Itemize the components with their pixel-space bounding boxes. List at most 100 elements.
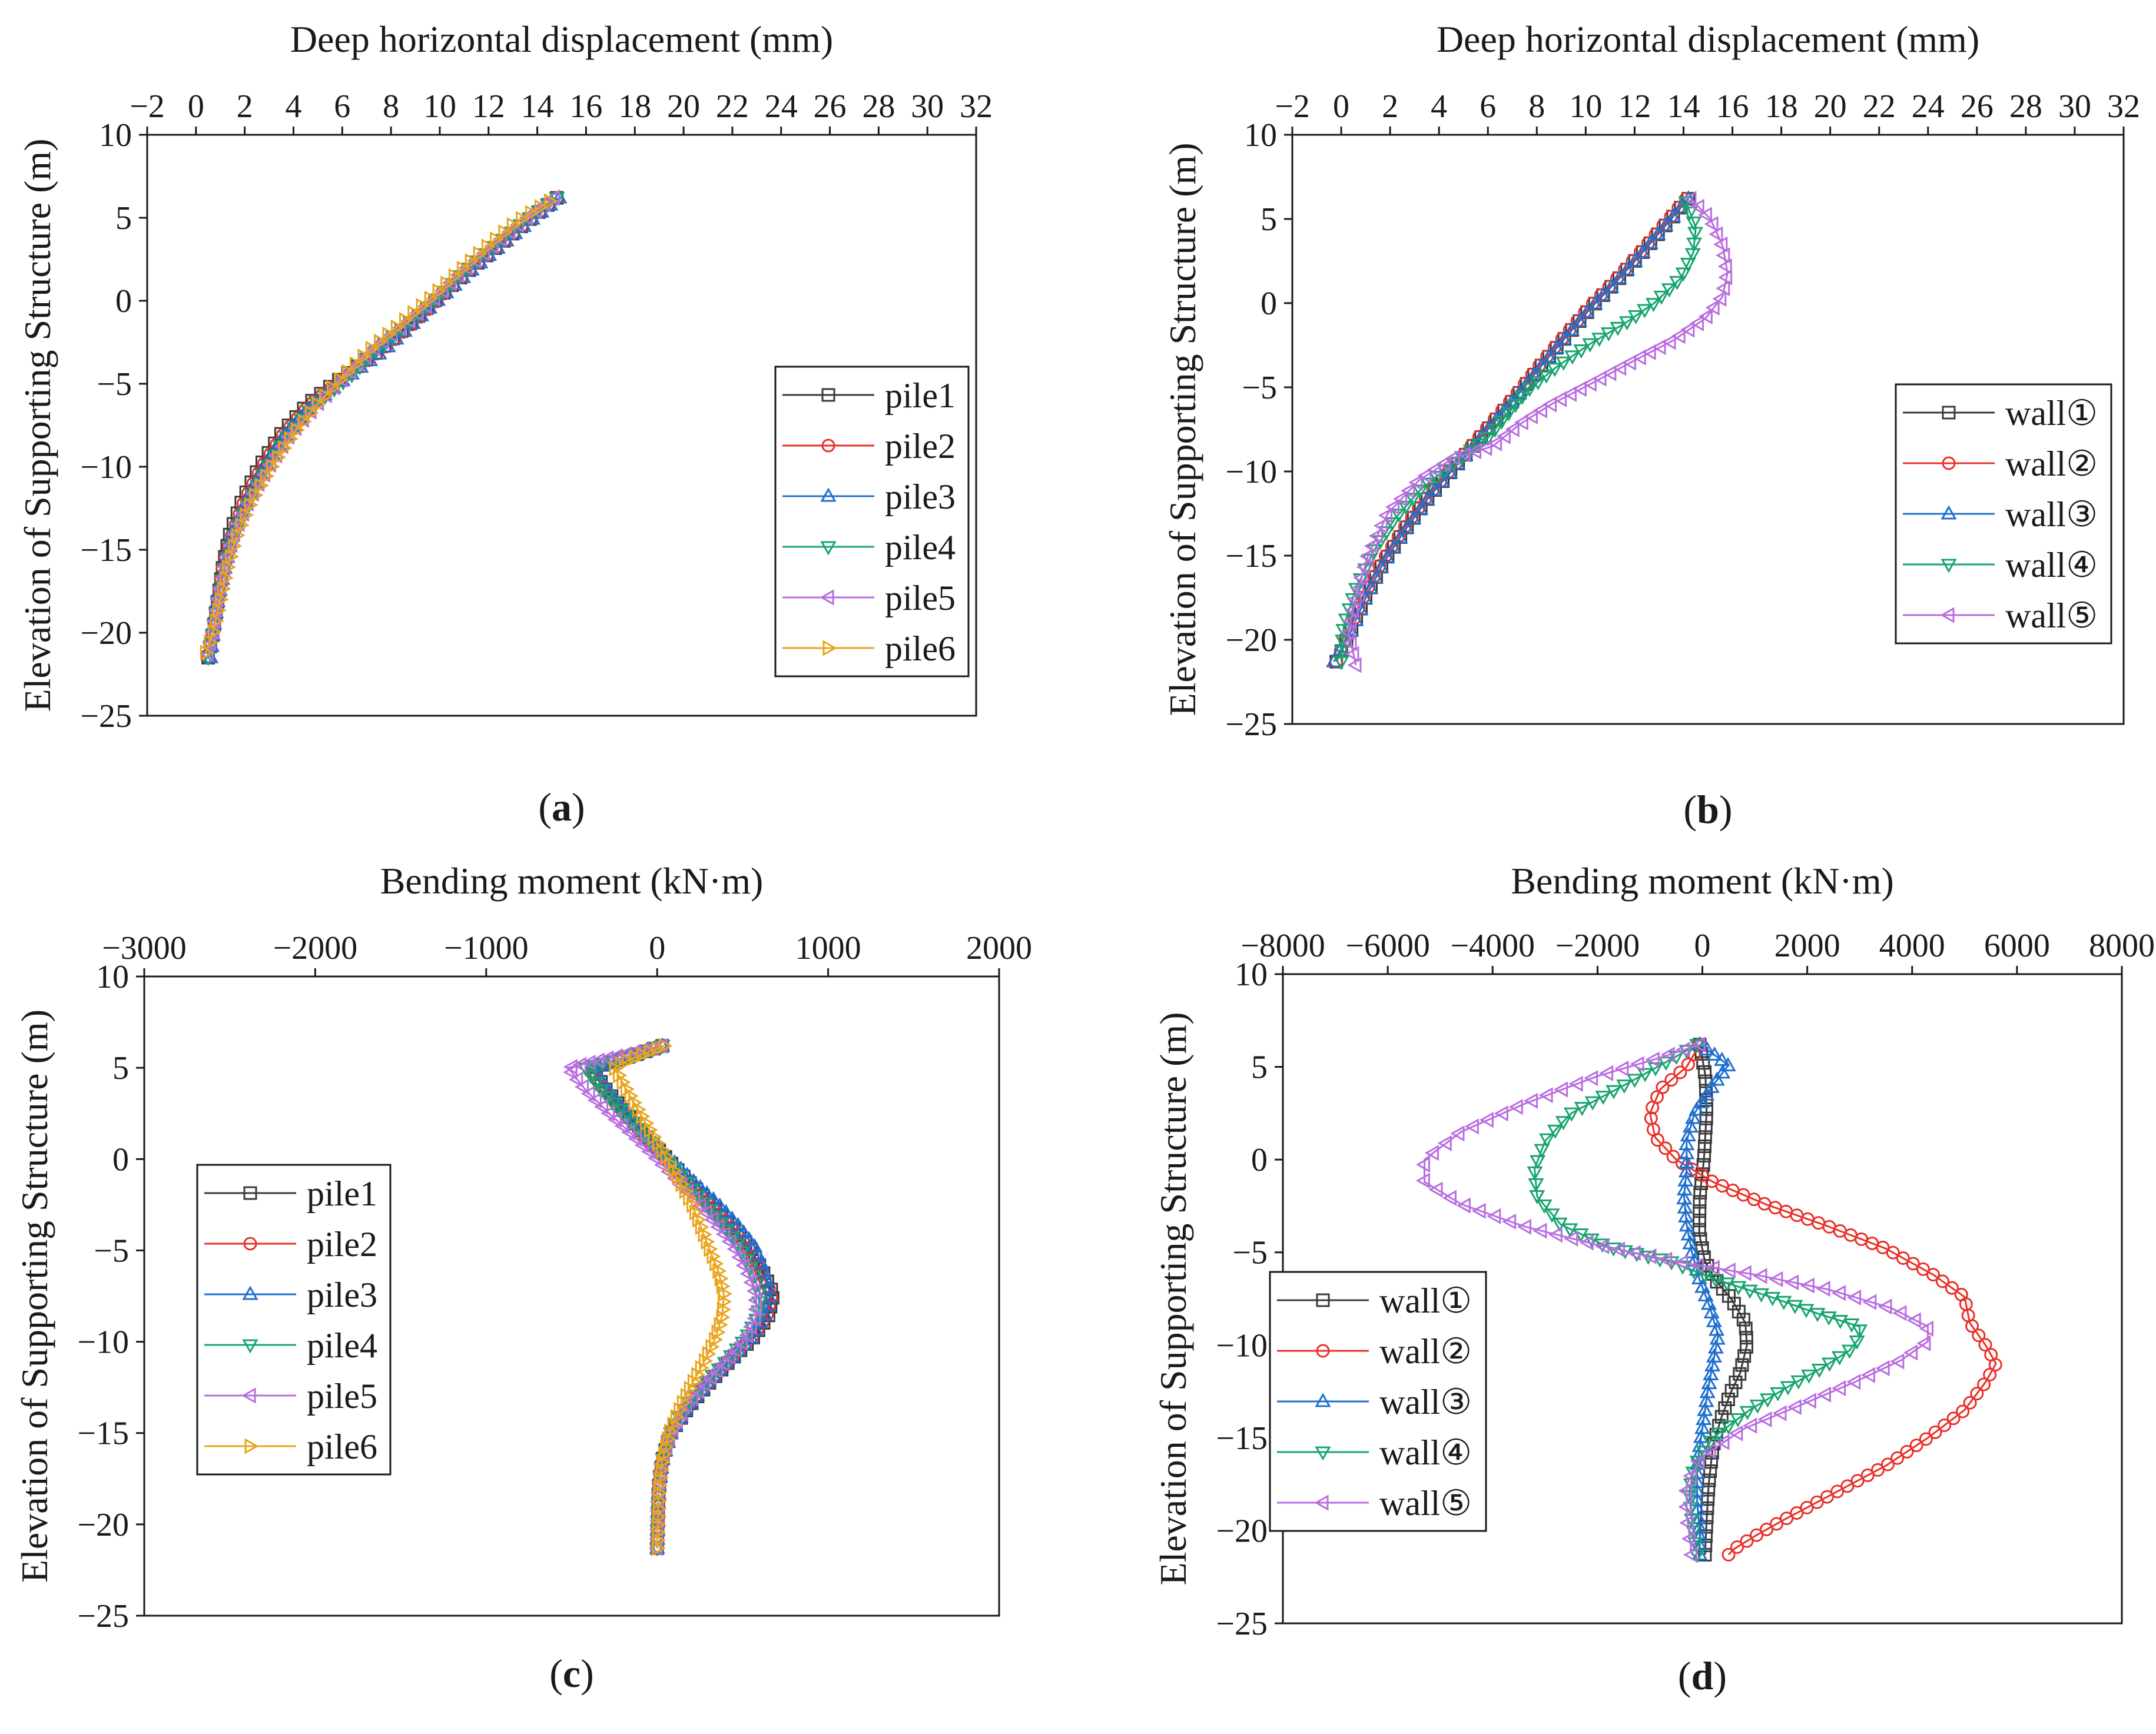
data-point [664,1423,679,1440]
x-tick-label: −8000 [1240,928,1325,964]
data-point [1681,1530,1696,1547]
y-axis-title: Elevation of Supporting Structure (m) [1162,142,1203,716]
data-point [1684,248,1701,263]
data-point [1603,278,1620,293]
data-point [1415,1157,1430,1173]
data-point [691,1367,706,1383]
data-point [1673,1065,1687,1079]
data-point [1357,590,1374,604]
series-line [1340,201,1697,662]
data-point [1707,1273,1724,1288]
data-point [1405,510,1422,524]
data-point [1436,456,1451,472]
legend: pile1 pile2 pile3 pile4 pile5 pile6 [774,366,970,677]
data-point [506,217,521,234]
data-point [648,1128,662,1145]
plot-area: −2 0 2 4 6 8 10 12 14 16 18 20 22 24 26 28 30 321050−5−10… [1225,88,2140,743]
data-point [1703,1078,1720,1093]
data-point [416,298,430,314]
data-point [1753,1288,1770,1303]
data-point [652,1524,666,1541]
data-point [1578,304,1596,318]
data-point [1713,236,1728,253]
data-point [1368,569,1384,584]
legend-marker [243,1186,257,1200]
data-point [1681,206,1698,221]
panel-label-letter: d [1691,1653,1714,1698]
data-point [1679,1136,1695,1151]
data-point [1611,270,1627,284]
data-point [674,1401,688,1418]
data-point [1757,1411,1772,1428]
data-point [210,613,224,629]
data-point [1657,217,1674,231]
x-tick-label: 2 [1382,88,1398,125]
legend-marker [820,589,834,606]
x-tick-label: 2 [237,88,253,125]
x-tick-label: 10 [1569,88,1602,125]
data-point [1705,1260,1720,1276]
x-tick-label: 24 [765,88,798,125]
data-point [1536,1199,1553,1214]
data-point [1534,1144,1550,1158]
data-point [1683,1546,1698,1563]
data-point [1699,1086,1715,1101]
data-point [1427,481,1443,496]
data-point [1697,1140,1711,1154]
data-point [1456,1197,1471,1214]
panel-label-open: ( [538,785,552,829]
legend-box [196,1164,392,1476]
data-point [1347,657,1362,673]
legend-entry: wall③ [1277,1383,1472,1421]
legend-entry: wall⑤ [1903,596,2098,635]
data-point [1903,1344,1918,1361]
data-point [1564,1230,1578,1247]
data-point [1727,1297,1741,1311]
data-point [656,1142,671,1158]
data-point [692,1197,706,1214]
x-tick-label: 4 [285,88,301,125]
data-point [209,591,224,607]
data-point [1729,1376,1743,1390]
x-tick-label: 1000 [795,930,861,966]
x-tick-label: 6 [334,88,350,125]
data-point [1739,1321,1753,1336]
data-point [1678,1499,1693,1515]
x-tick-label: 16 [1716,88,1749,125]
panel-label-letter: b [1697,787,1719,832]
data-point [1568,1075,1583,1092]
data-point [1505,421,1520,437]
data-point [1393,490,1408,507]
data-point [1650,225,1666,240]
data-point [1701,1483,1716,1497]
y-tick-label: −15 [80,532,132,569]
legend-entry: pile6 [204,1427,377,1466]
data-point [699,1353,714,1369]
plot-frame [1291,134,2125,725]
data-point [1753,1268,1767,1284]
data-point [1716,247,1730,264]
data-point [1660,1047,1675,1063]
data-point [1679,1514,1694,1531]
legend: wall① wall② wall③ wall④ wall⑤ [1269,1271,1487,1532]
data-point [1735,1358,1749,1372]
data-point [1656,1080,1670,1094]
series-pile6 [609,1038,732,1556]
data-point [1487,424,1503,439]
data-point [219,570,234,586]
data-point [652,1135,666,1152]
data-point [228,538,243,554]
data-point [465,253,479,270]
legend-label: pile5 [885,579,956,617]
series-wall② [1644,1038,2002,1562]
legend-entry: pile5 [782,579,956,617]
panel-d: Bending moment (kN·m) Elevation of Suppo… [1152,860,2155,1698]
y-tick-label: −20 [1225,622,1277,659]
data-point [1698,1130,1712,1144]
data-point [1702,1436,1719,1450]
data-point [1743,1417,1757,1434]
data-point [1428,1181,1443,1198]
data-point [1373,559,1389,573]
data-point [220,547,234,564]
data-point [1527,1166,1543,1181]
